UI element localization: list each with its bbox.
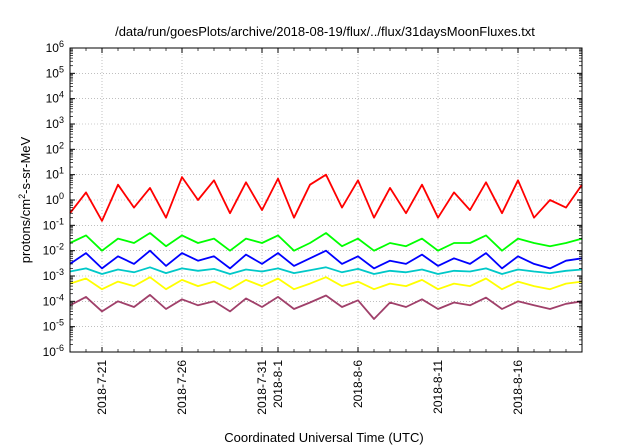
y-tick-label: 105 (46, 64, 64, 80)
series-line-3 (69, 266, 583, 275)
y-tick-label: 10-4 (43, 292, 64, 308)
series-line-1 (69, 232, 583, 252)
x-tick-label: 2018-8-1 (271, 360, 285, 408)
grid-lines (70, 48, 582, 352)
y-tick-label: 102 (46, 140, 64, 156)
y-axis-ticks: 10-6 10-5 10-4 10-3 10-2 10-1 100 101 102 103 104 1… (43, 39, 582, 359)
y-tick-label: 10-2 (43, 242, 64, 258)
y-tick-label: 10-6 (43, 343, 64, 359)
y-tick-label: 106 (46, 39, 64, 55)
y-tick-label: 10-3 (43, 267, 64, 283)
x-tick-label: 2018-8-16 (511, 360, 525, 415)
x-tick-label: 2018-7-31 (255, 360, 269, 415)
y-tick-label: 100 (46, 191, 64, 207)
x-tick-label: 2018-8-11 (431, 360, 445, 414)
series-line-2 (69, 249, 583, 270)
y-tick-label: 101 (46, 166, 64, 182)
y-tick-label: 104 (46, 90, 64, 106)
x-tick-label: 2018-7-26 (175, 360, 189, 415)
series-line-4 (69, 276, 583, 291)
x-axis-ticks: 2018-7-21 2018-7-26 2018-7-31 2018-8-1 2018-… (69, 48, 583, 415)
series-line-0 (69, 173, 583, 222)
x-tick-label: 2018-7-21 (95, 360, 109, 415)
y-tick-label: 103 (46, 115, 64, 131)
x-axis-label: Coordinated Universal Time (UTC) (224, 430, 423, 445)
chart-title: /data/run/goesPlots/archive/2018-08-19/f… (115, 24, 535, 39)
y-axis-label: protons/cm2-s-sr-MeV (17, 136, 33, 263)
series-group (69, 173, 583, 320)
x-tick-label: 2018-8-6 (351, 360, 365, 408)
y-tick-label: 10-1 (43, 216, 64, 232)
y-tick-label: 10-5 (43, 318, 64, 334)
series-line-5 (69, 293, 583, 320)
